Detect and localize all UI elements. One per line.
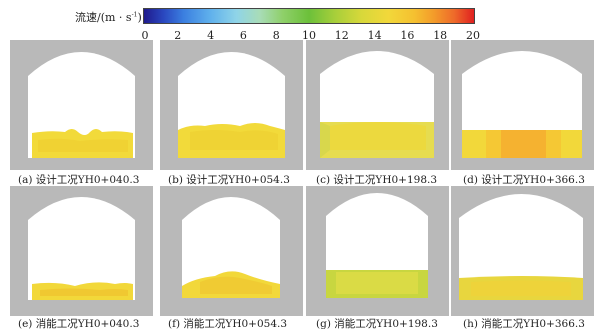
panel-g xyxy=(306,186,449,316)
colorbar-tick-label: 16 xyxy=(400,29,415,42)
panel-b xyxy=(160,40,303,170)
panel-h xyxy=(451,186,594,316)
colorbar-tick-label: 2 xyxy=(174,29,182,42)
panel-d xyxy=(451,40,594,170)
caption-g: (g) 消能工况YH0+198.3 xyxy=(316,318,438,330)
caption-a: (a) 设计工况YH0+040.3 xyxy=(18,174,140,186)
panel-c xyxy=(306,40,449,170)
colorbar-tick-label: 10 xyxy=(302,29,316,42)
colorbar-tick-label: 6 xyxy=(239,29,247,42)
caption-e: (e) 消能工况YH0+040.3 xyxy=(18,318,140,330)
legend-title: 流速/(m · s-1) xyxy=(75,11,142,24)
colorbar-tick-label: 20 xyxy=(466,29,480,42)
colorbar xyxy=(143,8,475,24)
colorbar-tick-label: 18 xyxy=(433,29,448,42)
colorbar-tick-label: 4 xyxy=(207,29,215,42)
caption-c: (c) 设计工况YH0+198.3 xyxy=(316,174,438,186)
panel-f xyxy=(160,186,303,316)
panel-a xyxy=(10,40,153,170)
colorbar-tick-label: 8 xyxy=(272,29,280,42)
caption-d: (d) 设计工况YH0+366.3 xyxy=(463,174,585,186)
colorbar-tick-label: 12 xyxy=(334,29,349,42)
colorbar-tick-label: 14 xyxy=(367,29,382,42)
caption-h: (h) 消能工况YH0+366.3 xyxy=(463,318,585,330)
panel-e xyxy=(10,186,153,316)
colorbar-tick-label: 0 xyxy=(141,29,149,42)
caption-b: (b) 设计工况YH0+054.3 xyxy=(168,174,290,186)
caption-f: (f) 消能工况YH0+054.3 xyxy=(168,318,288,330)
